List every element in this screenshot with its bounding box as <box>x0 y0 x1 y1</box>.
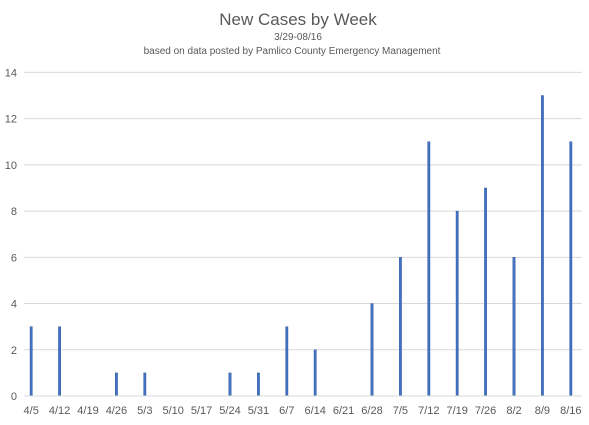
bar-5-24 <box>228 372 232 397</box>
bar-7-26 <box>484 187 487 397</box>
bar-6-28 <box>370 303 374 397</box>
y-tick-label-8: 8 <box>11 206 17 218</box>
x-tick-label-8-2: 8/2 <box>506 405 521 417</box>
bars <box>29 95 573 397</box>
y-tick-label-14: 14 <box>5 67 17 79</box>
x-tick-label-7-19: 7/19 <box>446 405 467 417</box>
x-tick-label-8-9: 8/9 <box>535 405 550 417</box>
x-tick-label-5-10: 5/10 <box>162 405 183 417</box>
bar-6-7 <box>285 326 289 397</box>
gridlines <box>24 71 582 351</box>
x-tick-label-7-12: 7/12 <box>418 405 439 417</box>
x-tick-label-6-7: 6/7 <box>279 405 294 417</box>
x-tick-label-5-17: 5/17 <box>191 405 212 417</box>
x-tick-label-6-14: 6/14 <box>304 405 325 417</box>
x-tick-label-5-3: 5/3 <box>137 405 152 417</box>
bar-7-19 <box>455 210 459 397</box>
y-axis-tick-labels: 0 2 4 6 8 10 12 14 <box>5 67 17 403</box>
chart-subtitle-date-range: 3/29-08/16 <box>274 32 322 43</box>
y-tick-label-2: 2 <box>11 345 17 357</box>
bar-6-14 <box>313 349 317 397</box>
x-tick-label-6-28: 6/28 <box>361 405 382 417</box>
x-axis-tick-labels: 4/5 4/12 4/19 4/26 5/3 5/10 5/17 5/24 5/31 6/7 6/1… <box>24 405 582 417</box>
y-tick-label-12: 12 <box>5 114 17 126</box>
x-tick-label-4-12: 4/12 <box>49 405 70 417</box>
x-tick-label-4-19: 4/19 <box>77 405 98 417</box>
y-tick-label-10: 10 <box>5 160 17 172</box>
x-tick-label-5-31: 5/31 <box>248 405 269 417</box>
bar-8-16 <box>569 141 573 397</box>
bar-8-9 <box>541 95 544 397</box>
x-tick-label-7-5: 7/5 <box>393 405 408 417</box>
x-tick-label-8-16: 8/16 <box>560 405 581 417</box>
y-tick-label-0: 0 <box>11 391 17 403</box>
bar-7-12 <box>427 141 431 397</box>
x-tick-label-7-26: 7/26 <box>475 405 496 417</box>
bar-4-26 <box>114 372 118 397</box>
x-tick-label-4-5: 4/5 <box>24 405 39 417</box>
bar-7-5 <box>399 257 402 397</box>
bar-5-31 <box>257 372 260 397</box>
x-tick-label-5-24: 5/24 <box>219 405 240 417</box>
y-tick-label-6: 6 <box>11 252 17 264</box>
chart-subtitle-source: based on data posted by Pamlico County E… <box>144 46 441 57</box>
bar-4-5 <box>29 326 33 397</box>
bar-4-12 <box>58 326 62 397</box>
x-tick-label-6-21: 6/21 <box>333 405 354 417</box>
bar-8-2 <box>512 257 516 397</box>
y-tick-label-4: 4 <box>11 299 17 311</box>
bar-5-3 <box>143 372 147 397</box>
chart-title: New Cases by Week <box>219 10 377 29</box>
x-tick-label-4-26: 4/26 <box>106 405 127 417</box>
